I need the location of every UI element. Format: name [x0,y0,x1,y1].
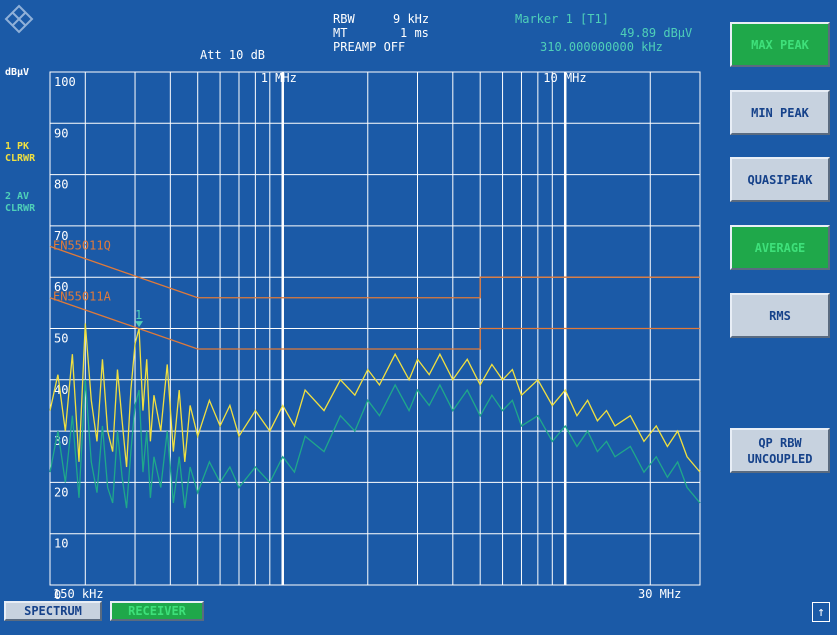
x-start-label: 150 kHz [53,587,104,600]
decade-label: 10 MHz [543,71,586,85]
trace1-mode: CLRWR [5,153,36,164]
x-stop-label: 30 MHz [638,587,681,600]
y-tick-label: 80 [54,178,68,192]
attenuation-label: Att 10 dB [200,48,266,62]
min-peak-button[interactable]: MIN PEAK [730,90,830,135]
y-tick-label: 70 [54,229,68,243]
y-tick-label: 90 [54,126,68,140]
y-tick-label: 30 [54,434,68,448]
average-button[interactable]: AVERAGE [730,225,830,270]
max-peak-button[interactable]: MAX PEAK [730,22,830,67]
y-tick-label: 40 [54,383,68,397]
mt-value: 1 ms [400,26,429,40]
rohde-schwarz-logo [4,4,34,34]
marker-label: 1 [135,308,142,322]
marker-symbol [135,321,144,328]
unit-label: dBµV [5,67,30,78]
trace2-label: 2 AV [5,191,30,202]
marker-level: 49.89 dBµV [620,26,693,40]
marker-frequency: 310.000000000 kHz [540,40,663,54]
arrow-up-icon[interactable]: ↑ [812,602,830,622]
trace2-mode: CLRWR [5,203,36,214]
tab-receiver[interactable]: RECEIVER [110,601,204,621]
trace-av [49,379,701,509]
qp-rbw-uncoupled-button[interactable]: QP RBW UNCOUPLED [730,428,830,473]
y-tick-label: 10 [54,537,68,551]
rbw-label: RBW [333,12,355,26]
quasipeak-button[interactable]: QUASIPEAK [730,157,830,202]
limit-line [49,245,700,299]
limit-line [49,297,700,350]
y-tick-label: 100 [54,75,76,89]
rms-button[interactable]: RMS [730,293,830,338]
y-tick-label: 50 [54,332,68,346]
decade-label: 1 MHz [261,71,297,85]
limit-line-label: EN55011A [53,290,112,304]
limit-line-label: EN55011Q [53,238,111,252]
mt-label: MT [333,26,348,40]
rbw-value: 9 kHz [393,12,430,26]
marker-title: Marker 1 [T1] [515,12,609,26]
y-tick-label: 20 [54,485,68,499]
trace-pk [49,323,701,473]
y-tick-label: 60 [54,280,68,294]
preamp-label: PREAMP OFF [333,40,406,54]
y-tick-label: 0 [54,588,61,600]
tab-spectrum[interactable]: SPECTRUM [4,601,102,621]
trace1-label: 1 PK [5,141,30,152]
